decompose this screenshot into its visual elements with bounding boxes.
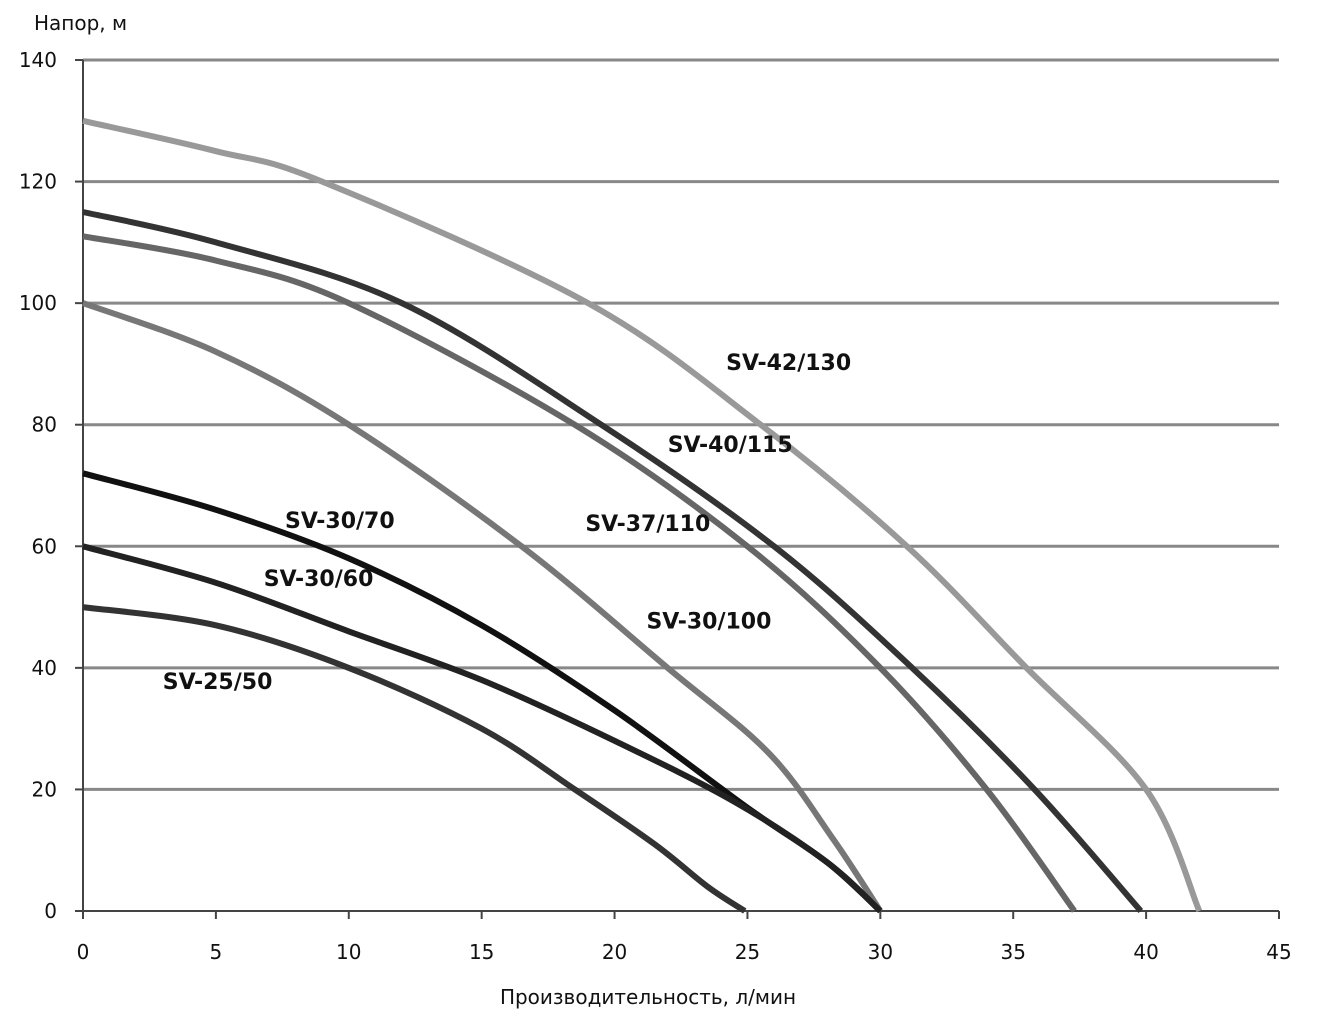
y-axis-title: Напор, м [34,11,127,35]
tick-labels: 0 20 40 60 80 100 120 140 0 5 10 15 20 25 30 35 40 45 [19,48,1292,964]
series-curve-sv-42-130 [82,117,1203,913]
series-label: SV-25/50 [163,670,273,695]
series-curve-sv-30-60 [82,543,883,914]
y-tick-label: 120 [19,170,57,194]
series-curve-sv-30-100 [81,300,883,913]
x-tick-label: 15 [469,940,494,964]
series-label: SV-30/100 [646,609,771,634]
series-label: SV-30/70 [285,509,395,534]
series-label: SV-37/110 [585,512,710,537]
y-tick-label: 100 [19,291,57,315]
y-tick-label: 60 [32,534,57,558]
series-curve-sv-25-50 [82,604,747,914]
x-tick-label: 25 [735,940,760,964]
series-curve-sv-40-115 [82,209,1144,913]
series-label: SV-40/115 [668,433,793,458]
x-tick-label: 0 [77,940,90,964]
x-tick-label: 10 [336,940,361,964]
y-tick-label: 140 [19,48,57,72]
y-tick-label: 0 [44,899,57,923]
x-tick-label: 40 [1133,940,1158,964]
y-tick-label: 20 [32,777,57,801]
series-labels: SV-42/130 SV-40/115 SV-37/110 SV-30/100 SV-3… [163,351,851,695]
x-tick-label: 30 [868,940,893,964]
axes [75,59,1280,919]
x-axis-title: Производительность, л/мин [500,985,796,1009]
series-curve-sv-37-110 [82,233,1077,913]
y-tick-label: 80 [32,413,57,437]
y-tick-label: 40 [32,656,57,680]
x-tick-label: 45 [1266,940,1291,964]
x-tick-label: 35 [1000,940,1025,964]
series-label: SV-42/130 [726,351,851,376]
series-label: SV-30/60 [264,567,374,592]
x-tick-label: 5 [210,940,223,964]
x-tick-label: 20 [602,940,627,964]
grid-lines [83,58,1279,791]
series-curves [81,117,1203,914]
